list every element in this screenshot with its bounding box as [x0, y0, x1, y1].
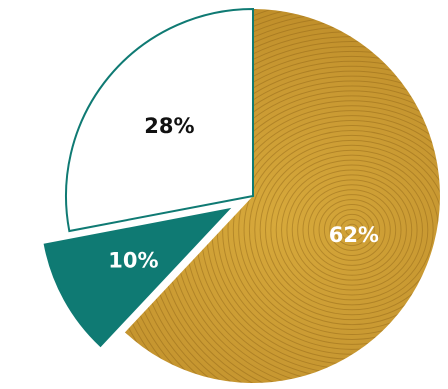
pie-slice-label-2: 28% — [144, 114, 194, 138]
pie-slice-label-0: 62% — [329, 223, 379, 247]
pie-slice-2 — [65, 7, 254, 233]
pie-slice-0 — [124, 9, 441, 383]
pie-slice-1 — [43, 207, 232, 348]
pie-slice-label-1: 10% — [108, 249, 158, 273]
